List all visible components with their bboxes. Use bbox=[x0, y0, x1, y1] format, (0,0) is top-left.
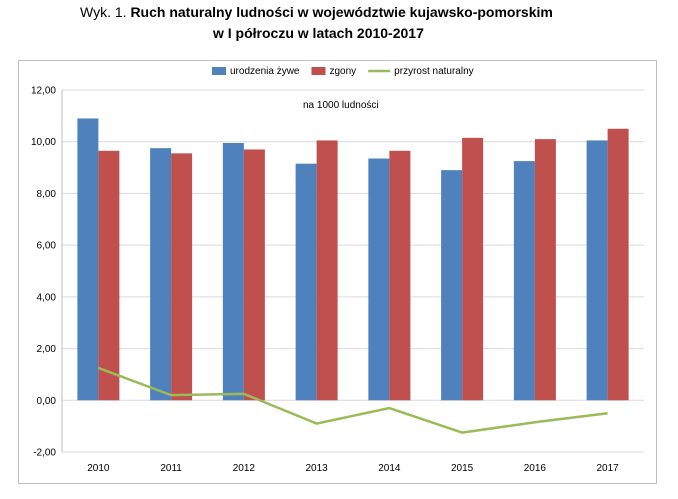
legend-swatch bbox=[311, 67, 326, 75]
chart-title-main: Ruch naturalny ludności w województwie k… bbox=[130, 4, 553, 20]
bars-layer bbox=[77, 118, 629, 401]
bar-urodzenia-2017 bbox=[586, 140, 608, 401]
bar-urodzenia-2014 bbox=[368, 158, 390, 401]
y-tick-label: 2,00 bbox=[37, 344, 57, 355]
chart-frame bbox=[18, 60, 657, 484]
y-tick-label: 8,00 bbox=[37, 189, 57, 200]
x-tick-label: 2012 bbox=[233, 463, 256, 474]
bar-zgony-2013 bbox=[316, 140, 338, 401]
chart-title-line2: w I półroczu w latach 2010-2017 bbox=[213, 25, 424, 41]
x-tick-label: 2017 bbox=[597, 463, 620, 474]
bar-urodzenia-2011 bbox=[150, 148, 172, 401]
bar-zgony-2014 bbox=[389, 150, 411, 401]
bar-urodzenia-2013 bbox=[295, 163, 317, 401]
bar-urodzenia-2012 bbox=[222, 143, 244, 401]
bar-zgony-2012 bbox=[243, 149, 265, 401]
bar-zgony-2015 bbox=[462, 137, 484, 401]
x-tick-label: 2016 bbox=[524, 463, 547, 474]
legend-label: przyrost naturalny bbox=[394, 66, 473, 77]
y-tick-label: 6,00 bbox=[37, 241, 57, 252]
bar-zgony-2017 bbox=[607, 128, 629, 401]
legend: urodzenia żywe zgony przyrost naturalny bbox=[212, 66, 474, 77]
y-tick-label: 12,00 bbox=[31, 86, 56, 97]
x-axis: 2010 2011 2012 2013 2014 2015 2016 2017 bbox=[87, 463, 619, 474]
y-axis: -2,00 0,00 2,00 4,00 6,00 8,00 10,00 12,00 bbox=[31, 86, 63, 459]
bar-zgony-2011 bbox=[171, 153, 193, 401]
annotation-per-1000: na 1000 ludności bbox=[303, 100, 379, 111]
x-tick-label: 2015 bbox=[451, 463, 474, 474]
bar-zgony-2016 bbox=[534, 139, 556, 401]
bar-zgony-2010 bbox=[98, 150, 120, 401]
x-tick-label: 2013 bbox=[306, 463, 329, 474]
legend-label: zgony bbox=[329, 66, 356, 77]
legend-swatch bbox=[212, 67, 226, 75]
x-tick-label: 2014 bbox=[378, 463, 401, 474]
bar-urodzenia-2015 bbox=[441, 170, 463, 401]
y-tick-label: 10,00 bbox=[31, 137, 56, 148]
chart-title-line1: Wyk. 1. Ruch naturalny ludności w wojewó… bbox=[80, 4, 553, 20]
line-przyrost-naturalny bbox=[97, 366, 608, 434]
legend-label: urodzenia żywe bbox=[230, 66, 300, 77]
bar-urodzenia-2010 bbox=[77, 118, 99, 401]
y-tick-label: 0,00 bbox=[37, 396, 57, 407]
bar-urodzenia-2016 bbox=[513, 161, 535, 401]
figure-prefix: Wyk. 1. bbox=[80, 4, 127, 20]
line-layer bbox=[97, 366, 608, 434]
gridlines bbox=[62, 89, 644, 453]
y-tick-label: -2,00 bbox=[33, 448, 56, 459]
y-tick-label: 4,00 bbox=[37, 292, 57, 303]
x-tick-label: 2011 bbox=[160, 463, 182, 474]
x-tick-label: 2010 bbox=[87, 463, 110, 474]
